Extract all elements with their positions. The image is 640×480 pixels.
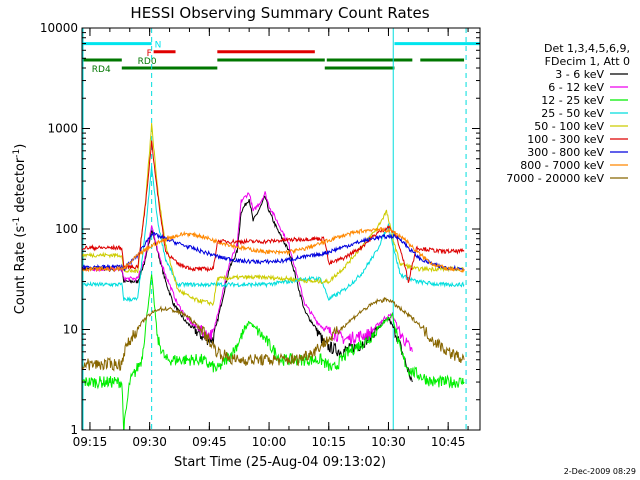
- y-axis-label-mid: detector: [13, 157, 28, 217]
- legend: Det 1,3,4,5,6,9, FDecim 1, Att 0 3 - 6 k…: [506, 42, 630, 185]
- x-tick-label: 09:30: [132, 435, 167, 449]
- chart-title: HESSI Observing Summary Count Rates: [130, 4, 429, 22]
- series-line: [82, 195, 413, 383]
- legend-entry-label: 300 - 800 keV: [527, 146, 604, 159]
- series-line: [82, 274, 465, 430]
- plot-frame: [81, 27, 481, 431]
- x-tick-label: 10:45: [431, 435, 466, 449]
- series-line: [82, 296, 465, 372]
- y-axis-label-main: Count Rate (s: [13, 226, 28, 315]
- x-tick-label: 09:45: [192, 435, 227, 449]
- y-axis-label-end: ): [13, 144, 28, 149]
- y-tick-label: 1: [70, 423, 78, 437]
- y-axis-label-sup1: -1: [12, 217, 22, 226]
- y-tick-label: 10000: [40, 21, 78, 35]
- legend-entry-label: 100 - 300 keV: [527, 133, 604, 146]
- legend-entry-label: 800 - 7000 keV: [520, 159, 604, 172]
- series-line: [82, 191, 413, 352]
- data-series: [82, 123, 465, 430]
- legend-header-1: Det 1,3,4,5,6,9,: [544, 42, 630, 55]
- axis-ticks: 09:15 09:30 09:45 10:00 10:15 10:30 10:45 1 10 10…: [40, 21, 480, 449]
- footer-timestamp: 2-Dec-2009 08:29: [564, 467, 636, 476]
- flag-bar-label: F: [147, 49, 152, 59]
- legend-entry-label: 50 - 100 keV: [534, 120, 604, 133]
- y-tick-label: 1000: [47, 122, 78, 136]
- flag-bar-label: RD0: [138, 57, 157, 67]
- y-tick-label: 100: [55, 222, 78, 236]
- series-line: [82, 140, 465, 283]
- y-axis-label: Count Rate (s-1 detector-1): [12, 144, 28, 315]
- x-axis-label: Start Time (25-Aug-04 09:13:02): [174, 455, 386, 470]
- legend-entry-label: 25 - 50 keV: [541, 107, 604, 120]
- legend-header-2: FDecim 1, Att 0: [545, 55, 630, 68]
- legend-entry-label: 12 - 25 keV: [541, 94, 604, 107]
- x-tick-label: 09:15: [73, 435, 108, 449]
- x-tick-label: 10:15: [311, 435, 346, 449]
- series-line: [82, 232, 465, 272]
- series-line: [82, 166, 465, 303]
- y-axis-label-sup2: -1: [12, 149, 22, 158]
- flag-bar-label: N: [155, 41, 162, 51]
- series-line: [82, 227, 465, 273]
- y-tick-label: 10: [63, 323, 78, 337]
- legend-entry-label: 6 - 12 keV: [548, 81, 604, 94]
- legend-entry-label: 7000 - 20000 keV: [506, 172, 604, 185]
- legend-entry-label: 3 - 6 keV: [555, 68, 604, 81]
- flag-bar-label: RD4: [92, 65, 111, 75]
- x-tick-label: 10:30: [371, 435, 406, 449]
- x-tick-label: 10:00: [252, 435, 287, 449]
